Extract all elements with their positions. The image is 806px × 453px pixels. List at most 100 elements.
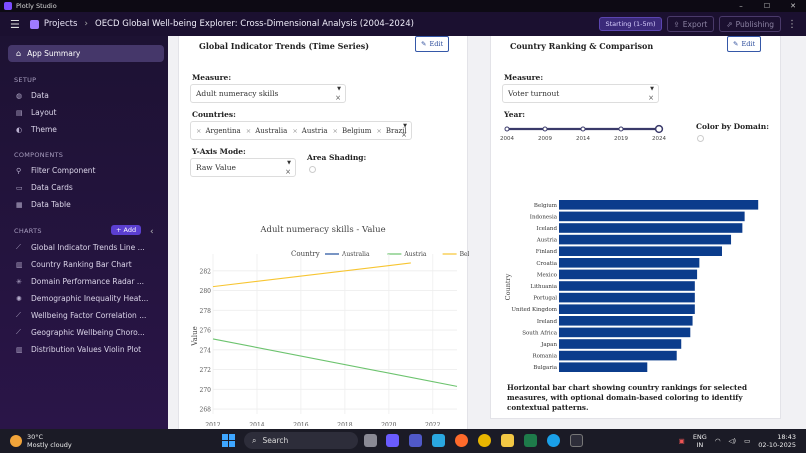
sidebar-item-app-summary[interactable]: ⌂ App Summary — [8, 45, 164, 62]
export-button[interactable]: ⇪ Export — [666, 16, 715, 32]
country-chip[interactable]: × Belgium — [333, 127, 372, 135]
volume-icon[interactable]: ◁) — [728, 437, 737, 445]
color-by-domain-toggle[interactable] — [697, 135, 704, 142]
clock[interactable]: 18:43 02-10-2025 — [758, 433, 796, 449]
trends-line-chart: Adult numeracy skills - Value Country Aust… — [191, 225, 469, 426]
publishing-button[interactable]: ⇗ Publishing — [719, 16, 781, 32]
excel-icon[interactable] — [524, 434, 537, 447]
remove-chip-icon[interactable]: × — [245, 126, 252, 135]
sidebar-item-data-table[interactable]: ▦ Data Table — [16, 200, 71, 209]
sidebar-item-chart[interactable]: ✺ Demographic Inequality Heat... — [16, 294, 148, 303]
country-chip[interactable]: × Argentina — [196, 127, 241, 135]
sidebar-item-layout[interactable]: ▤ Layout — [16, 108, 57, 117]
hamburger-menu-icon[interactable]: ☰ — [10, 17, 20, 31]
more-options-icon[interactable]: ⋮ — [787, 18, 797, 30]
card-title: Global Indicator Trends (Time Series) — [199, 41, 370, 51]
measure-select[interactable]: Voter turnout ▼ × — [502, 84, 659, 103]
main-content: Global Indicator Trends (Time Series) ✎ E… — [168, 36, 806, 429]
chip-label: Belgium — [341, 126, 372, 135]
bar — [559, 234, 732, 245]
projects-icon — [29, 19, 39, 29]
battery-icon[interactable]: ▭ — [744, 437, 751, 445]
sidebar-item-label: Data Table — [31, 200, 71, 209]
app-header: ☰ Projects › OECD Global Well-being Expl… — [0, 12, 806, 36]
sidebar-item-data-cards[interactable]: ▭ Data Cards — [16, 183, 73, 192]
cards-icon: ▭ — [16, 183, 23, 192]
y-axis-label: Country — [504, 273, 512, 300]
sidebar-item-theme[interactable]: ◐ Theme — [16, 125, 57, 134]
copilot-icon[interactable] — [386, 434, 399, 447]
breadcrumb-chevron-icon: › — [84, 19, 88, 29]
firefox-icon[interactable] — [455, 434, 468, 447]
remove-chip-icon[interactable]: × — [196, 126, 202, 135]
sidebar-item-chart[interactable]: ⟋ Global Indicator Trends Line ... — [16, 243, 145, 252]
task-view-icon[interactable] — [364, 434, 377, 447]
chrome-icon[interactable] — [478, 434, 491, 447]
taskbar-search[interactable]: ⌕ Search — [244, 432, 358, 449]
sidebar-item-data[interactable]: ◍ Data — [16, 91, 49, 100]
country-chip[interactable]: × Australia — [246, 127, 288, 135]
window-titlebar: Plotly Studio – ☐ ✕ — [0, 0, 806, 12]
radar-chart-icon: ✳ — [16, 277, 22, 286]
heatmap-icon: ✺ — [16, 294, 22, 303]
chart-title: Adult numeracy skills - Value — [259, 225, 385, 235]
sidebar-item-chart[interactable]: ✳ Domain Performance Radar ... — [16, 277, 144, 286]
export-icon: ⇪ — [673, 19, 680, 29]
file-explorer-icon[interactable] — [501, 434, 514, 447]
category-label: Croatia — [536, 261, 557, 267]
edit-button[interactable]: ✎ Edit — [727, 36, 762, 52]
store-icon[interactable] — [432, 434, 445, 447]
map-icon: ⟋ — [16, 328, 21, 336]
sidebar-item-chart[interactable]: ⟋ Wellbeing Factor Correlation ... — [16, 311, 146, 320]
projects-link[interactable]: Projects — [43, 19, 78, 29]
area-shading-toggle[interactable] — [309, 166, 316, 173]
year-slider[interactable]: 2004 2009 2014 2019 2024 — [499, 117, 689, 157]
country-chip[interactable]: × Brazil — [376, 127, 406, 135]
sidebar-item-chart[interactable]: ⟋ Geographic Wellbeing Choro... — [16, 328, 145, 337]
pencil-icon: ✎ — [421, 40, 427, 48]
remove-chip-icon[interactable]: × — [292, 126, 298, 135]
clear-icon[interactable]: × — [285, 168, 291, 176]
remove-chip-icon[interactable]: × — [376, 126, 382, 135]
sidebar-item-chart[interactable]: ▥ Distribution Values Violin Plot — [16, 345, 141, 354]
yaxis-mode-select[interactable]: Raw Value ▼ × — [190, 158, 296, 177]
language[interactable]: ENG — [692, 433, 707, 441]
category-label: South Africa — [522, 330, 558, 336]
country-chip[interactable]: × Austria — [292, 127, 327, 135]
plotly-studio-taskbar-icon[interactable] — [570, 434, 583, 447]
violin-chart-icon: ▥ — [16, 345, 23, 354]
windows-start-icon[interactable] — [222, 434, 235, 447]
countries-multiselect[interactable]: × Argentina × Australia × Austria × Belgium … — [190, 121, 412, 140]
category-label: Mexico — [537, 272, 558, 278]
edge-icon[interactable] — [547, 434, 560, 447]
bar — [559, 339, 682, 349]
sidebar-item-filter-component[interactable]: ⚲ Filter Component — [16, 166, 96, 175]
teams-icon[interactable] — [409, 434, 422, 447]
slider-mark — [504, 126, 510, 132]
clear-icon[interactable]: × — [648, 94, 654, 102]
remove-chip-icon[interactable]: × — [332, 126, 338, 135]
edit-button[interactable]: ✎ Edit — [415, 36, 450, 52]
add-chart-button[interactable]: + Add — [111, 225, 142, 235]
collapse-sidebar-icon[interactable]: ‹ — [150, 227, 154, 237]
clear-icon[interactable]: × — [335, 94, 341, 102]
indicator-trends-card: Global Indicator Trends (Time Series) ✎ E… — [178, 36, 469, 429]
chip-label: Australia — [255, 126, 288, 135]
chart-description: Horizontal bar chart showing country ran… — [507, 383, 747, 412]
bar — [559, 292, 695, 303]
y-tick-label: 274 — [200, 347, 212, 354]
publish-icon: ⇗ — [726, 19, 733, 29]
tray-app-icon[interactable]: ▣ — [678, 437, 685, 445]
measure-select[interactable]: Adult numeracy skills ▼ × — [190, 84, 346, 103]
countries-label: Countries: — [192, 110, 236, 119]
clear-icon[interactable]: × — [401, 131, 407, 139]
legend-title: Country — [291, 250, 320, 258]
weather-widget[interactable]: 30°C Mostly cloudy — [10, 433, 72, 449]
sidebar-item-label: Country Ranking Bar Chart — [31, 260, 132, 269]
wifi-icon[interactable]: ◠ — [714, 437, 721, 445]
maximize-button[interactable]: ☐ — [763, 2, 771, 10]
chip-label: Argentina — [205, 126, 241, 135]
minimize-button[interactable]: – — [739, 2, 743, 10]
sidebar-item-chart[interactable]: ▥ Country Ranking Bar Chart — [16, 260, 132, 269]
close-button[interactable]: ✕ — [790, 2, 796, 10]
